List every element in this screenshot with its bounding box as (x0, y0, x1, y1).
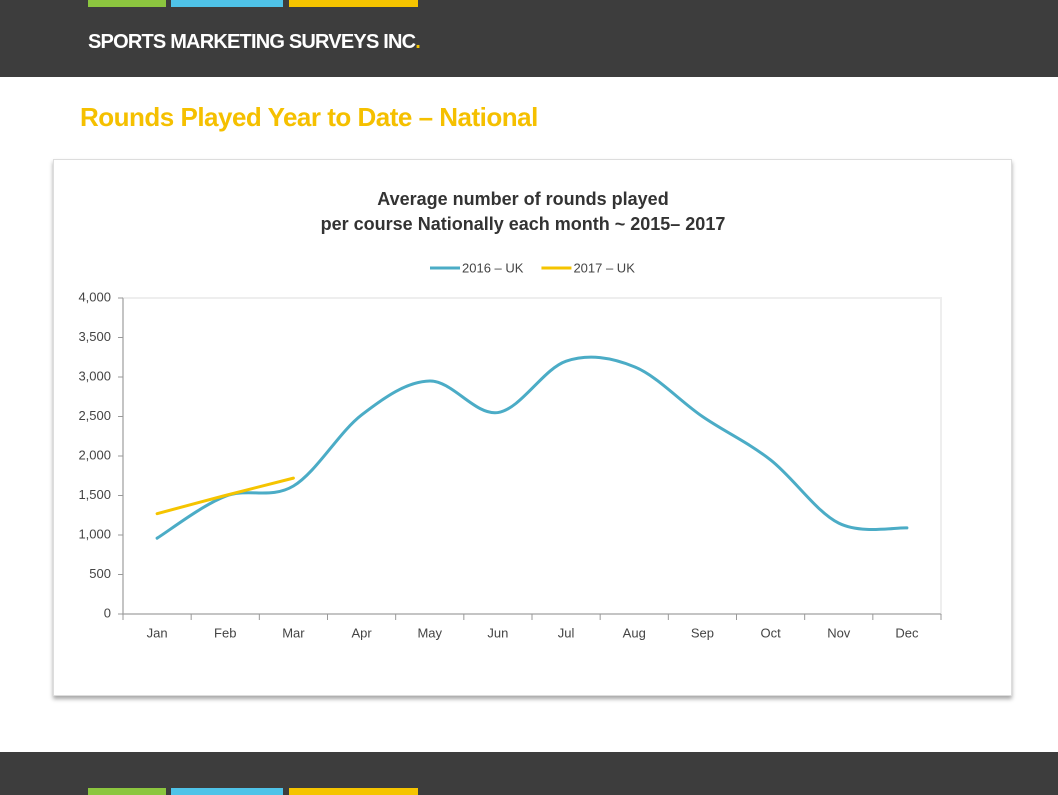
y-tick-label: 2,000 (78, 447, 111, 462)
y-tick-label: 3,500 (78, 329, 111, 344)
x-tick-label: Jan (147, 625, 168, 640)
stripe (88, 0, 166, 7)
brand-dot: . (415, 31, 421, 53)
y-tick-label: 4,000 (78, 289, 111, 304)
x-tick-label: Aug (623, 625, 646, 640)
y-tick-label: 2,500 (78, 408, 111, 423)
brand-text: SPORTS MARKETING SURVEYS INC (88, 31, 416, 53)
y-tick-label: 3,000 (78, 368, 111, 383)
y-tick-label: 1,500 (78, 487, 111, 502)
y-tick-label: 1,000 (78, 526, 111, 541)
stripe (88, 788, 166, 795)
stripe (171, 788, 283, 795)
stripe (289, 788, 418, 795)
chart-title: Average number of rounds played (377, 189, 668, 209)
x-tick-label: Sep (691, 625, 714, 640)
heading: Rounds Played Year to Date – National (80, 102, 538, 132)
series-line (155, 355, 909, 540)
chart-title: per course Nationally each month ~ 2015–… (321, 214, 726, 234)
legend-label: 2017 – UK (573, 260, 635, 275)
series-line (155, 476, 295, 516)
x-tick-label: Oct (760, 625, 781, 640)
x-tick-label: Nov (827, 625, 851, 640)
footer-bar (0, 752, 1058, 795)
x-tick-label: Jun (487, 625, 508, 640)
x-tick-label: May (417, 625, 442, 640)
x-tick-label: Mar (282, 625, 305, 640)
y-tick-label: 0 (104, 605, 111, 620)
chart-box (53, 159, 1012, 696)
stripe (171, 0, 283, 7)
x-tick-label: Dec (895, 625, 919, 640)
brand: SPORTS MARKETING SURVEYS INC. (88, 31, 421, 54)
header-bar: SPORTS MARKETING SURVEYS INC. (0, 0, 1058, 77)
legend-label: 2016 – UK (462, 260, 524, 275)
plot-area (122, 297, 942, 615)
y-tick-label: 500 (89, 566, 111, 581)
x-tick-label: Jul (558, 625, 575, 640)
x-tick-label: Feb (214, 625, 236, 640)
stripe (289, 0, 418, 7)
x-tick-label: Apr (351, 625, 372, 640)
